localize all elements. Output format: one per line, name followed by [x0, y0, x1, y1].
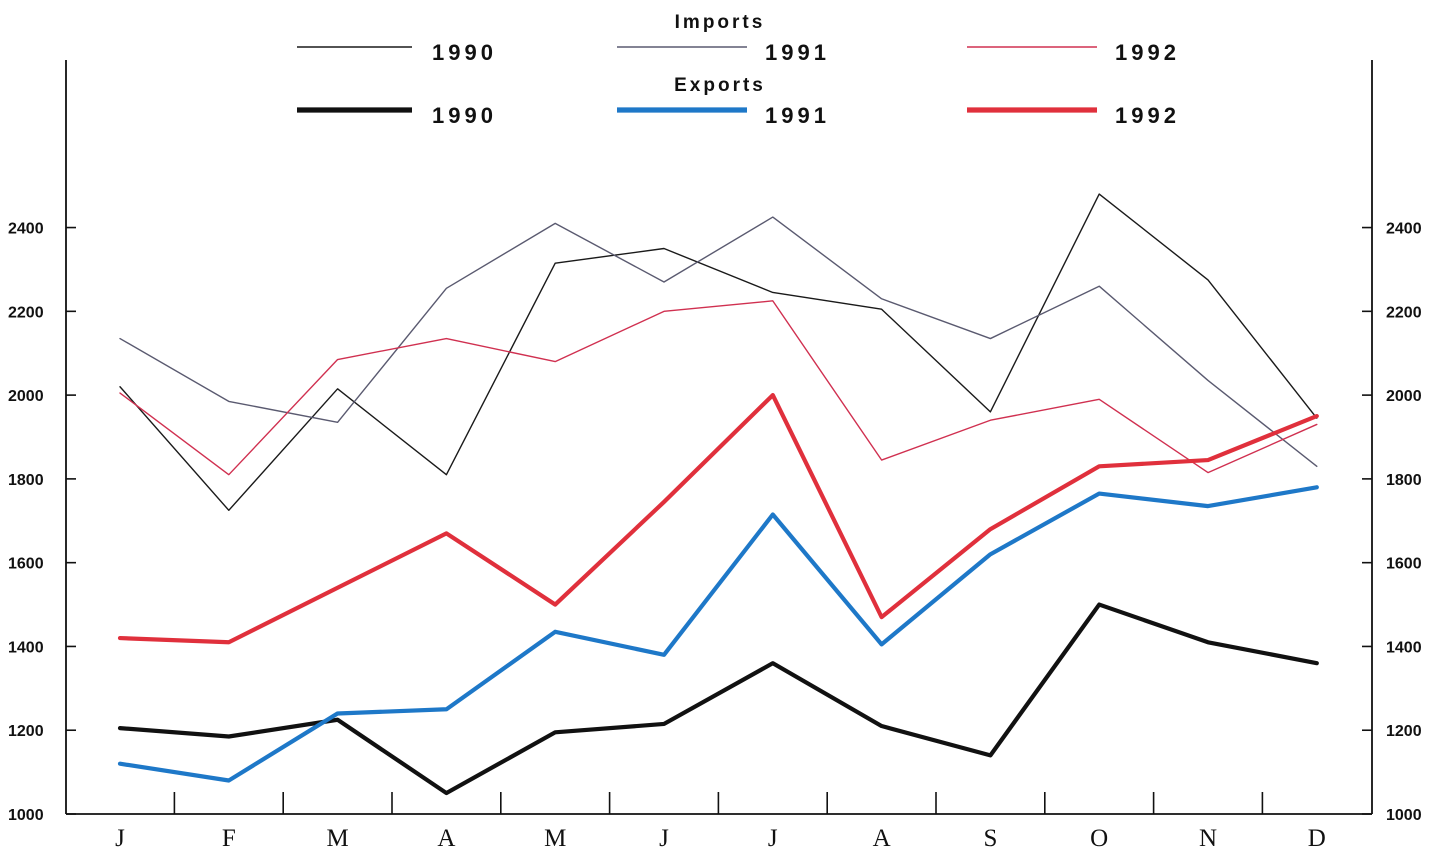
legend-label: 1991: [765, 40, 830, 65]
xtick-label: A: [873, 825, 891, 852]
legend-label: 1990: [432, 103, 497, 128]
xtick-label: A: [437, 825, 455, 852]
ytick-label-left: 1600: [8, 556, 44, 573]
legend-label: 1992: [1115, 40, 1180, 65]
xtick-label: S: [983, 825, 997, 852]
ytick-label-left: 2200: [8, 304, 44, 321]
ytick-label-left: 1000: [8, 807, 44, 824]
series-line-imports-1992: [119, 300, 1318, 476]
ytick-label-right: 1200: [1386, 723, 1422, 740]
xtick-label: O: [1090, 825, 1108, 852]
ytick-label-right: 2200: [1386, 304, 1422, 321]
xtick-label: M: [326, 825, 348, 852]
ytick-label-right: 1400: [1386, 639, 1422, 656]
legend: Imports 1990 1991 1992 Exports 1990 1991 1992: [297, 12, 1180, 128]
ytick-label-left: 1400: [8, 639, 44, 656]
xtick-label: J: [115, 825, 125, 852]
series-line-exports-1991: [117, 485, 1319, 783]
series-line-exports-1992: [117, 393, 1319, 645]
ytick-label-right: 1000: [1386, 807, 1422, 824]
xtick-label: D: [1308, 825, 1326, 852]
ytick-label-right: 1800: [1386, 472, 1422, 489]
ytick-label-left: 1200: [8, 723, 44, 740]
series-line-exports-1990: [117, 602, 1319, 796]
series-line-imports-1991: [119, 216, 1318, 468]
series-layer: [117, 193, 1319, 796]
ytick-label-left: 1800: [8, 472, 44, 489]
legend-title-imports: Imports: [675, 12, 766, 33]
xtick-label: N: [1199, 825, 1217, 852]
legend-label: 1991: [765, 103, 830, 128]
legend-label: 1992: [1115, 103, 1180, 128]
legend-label: 1990: [432, 40, 497, 65]
ytick-label-left: 2400: [8, 221, 44, 238]
xtick-label: J: [659, 825, 669, 852]
series-line-imports-1990: [119, 193, 1318, 512]
ytick-label-left: 2000: [8, 388, 44, 405]
xtick-label: J: [768, 825, 778, 852]
legend-title-exports: Exports: [674, 75, 766, 96]
xtick-label: F: [222, 825, 236, 852]
axes: 1000 1000 1200 1200 1400 1400 1600 1600 1800 1800…: [8, 60, 1422, 852]
ytick-label-right: 2000: [1386, 388, 1422, 405]
ytick-label-right: 1600: [1386, 556, 1422, 573]
xtick-label: M: [544, 825, 566, 852]
ytick-label-right: 2400: [1386, 221, 1422, 238]
